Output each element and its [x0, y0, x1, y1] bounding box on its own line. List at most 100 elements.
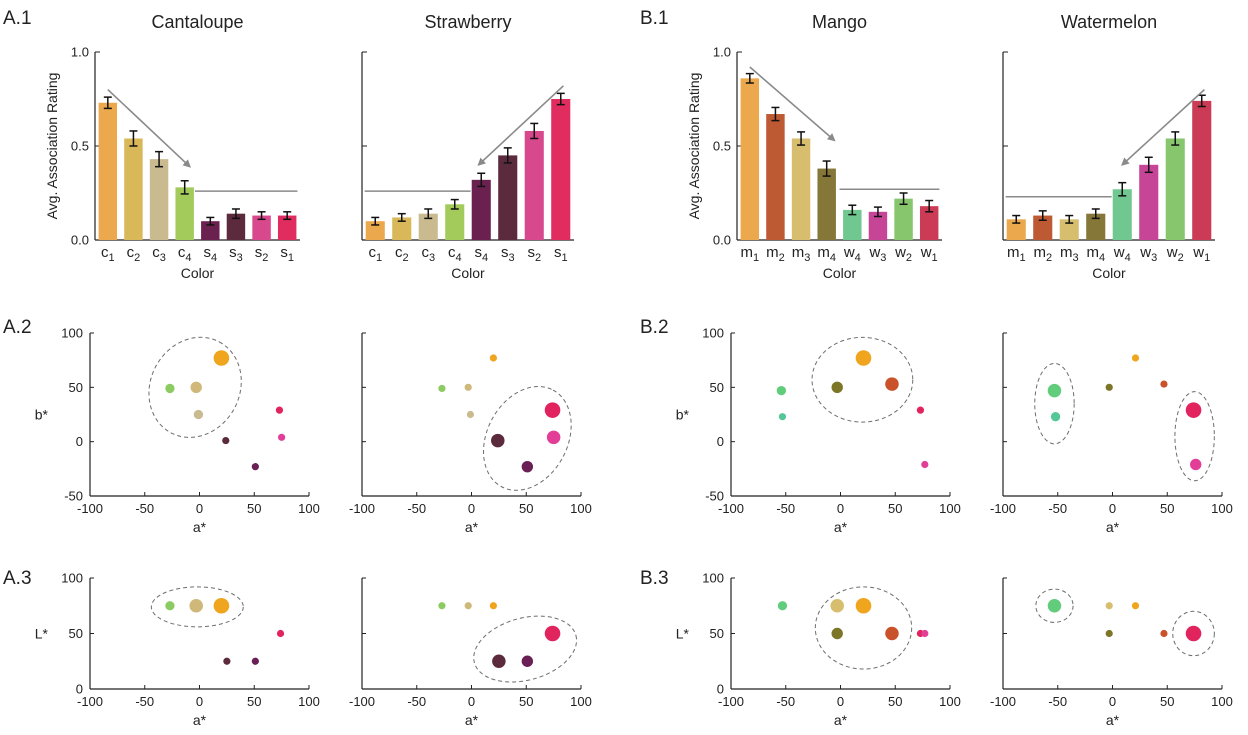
scatter-point [1185, 402, 1202, 418]
x-tick-subscript: 4 [482, 252, 488, 264]
scatter-point [1047, 599, 1062, 613]
trend-arrow [477, 85, 564, 166]
bar [1192, 100, 1212, 240]
x-tick-label: w1 [1192, 244, 1210, 264]
bar [124, 138, 143, 240]
bar [894, 198, 913, 240]
x-tick-subscript: 3 [1151, 252, 1157, 264]
x-tick-label: 50 [1160, 501, 1174, 516]
x-tick-label: s4 [204, 244, 218, 264]
scatter-point [438, 602, 446, 610]
scatter-b2-right: -100 -50 0 50 100 a* [990, 332, 1233, 535]
x-tick-subscript: 1 [109, 252, 115, 264]
scatter-b3-right: -100 -50 0 50 100 a* [990, 577, 1233, 728]
bar [1112, 189, 1132, 240]
bar [445, 204, 465, 240]
x-tick-label: w4 [1113, 244, 1131, 264]
panel-label-b2: B.2 [640, 317, 669, 338]
chart-title: Strawberry [424, 12, 511, 32]
x-tick-label: c2 [395, 244, 409, 264]
scatter-point [275, 406, 284, 414]
x-tick-subscript: 3 [237, 252, 243, 264]
x-tick-letter: m [1007, 244, 1020, 261]
x-tick-label: -100 [990, 694, 1016, 709]
x-tick-label: -100 [77, 501, 103, 516]
x-axis-label: a* [465, 519, 479, 535]
x-tick-label: -50 [776, 501, 795, 516]
x-tick-label: s1 [554, 244, 568, 264]
x-tick-letter: w [1139, 244, 1151, 261]
x-tick-label: 0 [1109, 501, 1116, 516]
x-tick-letter: m [817, 244, 830, 261]
y-tick-label: -50 [64, 489, 83, 504]
x-axis-label: a* [834, 519, 848, 535]
x-tick-label: m2 [766, 244, 785, 264]
x-axis-label: a* [834, 712, 848, 728]
y-axis-label: b* [676, 407, 690, 423]
x-tick-letter: w [920, 244, 932, 261]
scatter-point [921, 629, 929, 638]
x-tick-letter: s [255, 244, 263, 261]
y-tick-label: 1.0 [713, 45, 731, 60]
x-tick-subscript: 4 [1125, 252, 1131, 264]
x-tick-subscript: 2 [535, 252, 541, 264]
x-tick-label: 100 [1211, 501, 1233, 516]
x-tick-subscript: 1 [561, 252, 567, 264]
scatter-point [222, 436, 230, 445]
x-tick-label: 50 [519, 694, 533, 709]
x-tick-subscript: 4 [830, 252, 836, 264]
y-tick-label: 0.5 [713, 139, 731, 154]
scatter-point [544, 625, 561, 642]
scatter-point [1105, 602, 1113, 610]
x-tick-letter: c [152, 244, 160, 261]
x-axis-label: Color [823, 265, 857, 281]
x-axis-label: a* [193, 519, 207, 535]
cluster-ellipse [150, 586, 244, 628]
x-tick-label: w2 [1166, 244, 1184, 264]
y-tick-label: 50 [710, 380, 724, 395]
scatter-point [1047, 383, 1062, 398]
scatter-point [855, 597, 872, 614]
y-tick-label: 0.0 [71, 233, 89, 248]
x-tick-label: -50 [1048, 501, 1067, 516]
y-tick-label: -50 [705, 489, 724, 504]
x-tick-label: -50 [1048, 694, 1067, 709]
x-tick-label: 0 [837, 501, 844, 516]
x-tick-label: -100 [349, 694, 375, 709]
x-tick-subscript: 2 [134, 252, 140, 264]
x-tick-subscript: 4 [211, 252, 217, 264]
panel-label-b3: B.3 [640, 568, 669, 589]
bar [1086, 213, 1106, 240]
x-tick-label: m4 [817, 244, 836, 264]
scatter-point [489, 602, 497, 610]
bar [791, 138, 811, 240]
scatter-point [213, 350, 230, 366]
x-axis-label: Color [181, 265, 215, 281]
x-tick-label: w1 [920, 244, 938, 264]
scatter-point [190, 381, 202, 394]
x-tick-letter: s [527, 244, 535, 261]
bar [201, 221, 220, 240]
x-tick-letter: c [421, 244, 429, 261]
scatter-point [776, 385, 787, 396]
x-tick-subscript: 1 [932, 252, 938, 264]
panel-label-a1: A.1 [3, 8, 32, 29]
x-tick-label: w4 [843, 244, 861, 264]
x-tick-label: w3 [868, 244, 886, 264]
x-tick-label: s3 [501, 244, 515, 264]
y-axis-label: L* [676, 626, 690, 642]
x-tick-subscript: 3 [804, 252, 810, 264]
scatter-point [1105, 629, 1113, 638]
x-tick-letter: m [1060, 244, 1073, 261]
y-tick-label: 50 [69, 380, 83, 395]
x-tick-label: c3 [421, 244, 435, 264]
x-tick-letter: c [395, 244, 403, 261]
trend-arrow [749, 66, 836, 142]
x-tick-subscript: 1 [288, 252, 294, 264]
x-tick-label: -50 [776, 694, 795, 709]
